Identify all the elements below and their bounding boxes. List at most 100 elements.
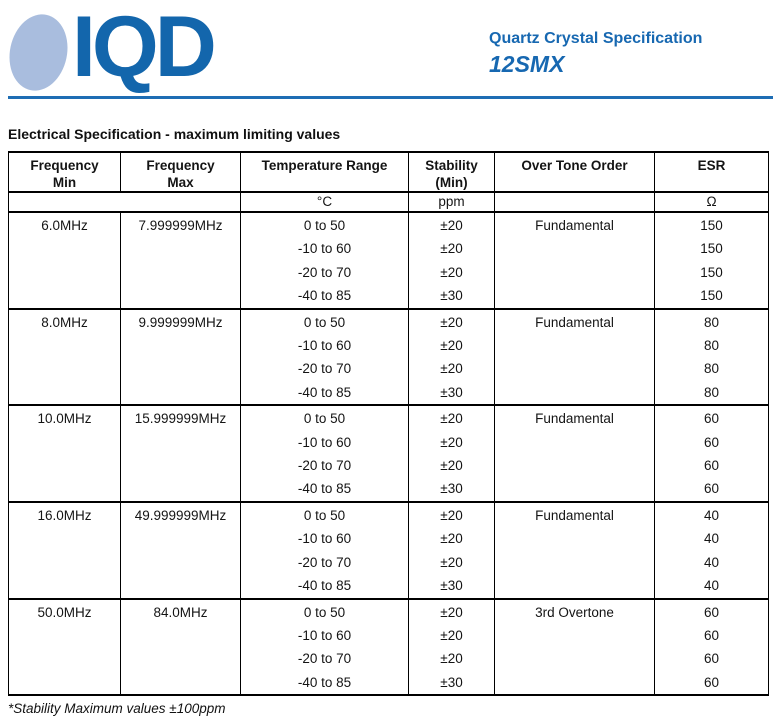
cell-value: -20 to 70: [297, 651, 352, 667]
freq-max-cell: 9.999999MHz: [120, 307, 241, 407]
cell-value: ±20: [440, 554, 463, 570]
cell-value: ±30: [440, 481, 463, 497]
col-header-stability: Stability (Min): [408, 151, 495, 193]
esr-cell: 40 40 40 40: [654, 500, 769, 600]
units-temperature-cell: °C: [240, 191, 409, 213]
units-esr-cell: Ω: [654, 191, 769, 213]
stability-cell: ±20 ±20 ±20 ±30: [408, 404, 495, 503]
table-units-row: °C ppm Ω: [8, 191, 769, 213]
cell-value: 15.999999MHz: [134, 411, 227, 427]
freq-max-cell: 7.999999MHz: [120, 211, 241, 310]
cell-value: ±20: [440, 651, 463, 667]
stability-cell: ±20 ±20 ±20 ±30: [408, 211, 495, 310]
cell-value: ±20: [440, 434, 463, 450]
cell-value: 0 to 50: [303, 604, 346, 620]
cell-value: 60: [703, 411, 720, 427]
cell-value: ±20: [440, 264, 463, 280]
cell-value: -40 to 85: [297, 288, 352, 304]
temperature-range-cell: 0 to 50 -10 to 60 -20 to 70 -40 to 85: [240, 500, 409, 600]
col-header-frequency-max: Frequency Max: [120, 151, 241, 193]
cell-value: 0 to 50: [303, 411, 346, 427]
cell-value: ±20: [440, 507, 463, 523]
cell-value: 6.0MHz: [41, 218, 88, 233]
cell-value: 60: [703, 458, 720, 474]
spec-table-body: 6.0MHz 7.999999MHz 0 to 50 -10 to 60 -20 to …: [8, 211, 769, 697]
cell-value: 49.999999MHz: [134, 507, 227, 523]
cell-value: 60: [703, 481, 720, 497]
cell-value: 40: [703, 507, 720, 523]
cell-value: ±20: [440, 314, 463, 330]
overtone-cell: 3rd Overtone: [494, 597, 655, 697]
cell-value: ±30: [440, 384, 463, 400]
cell-value: 40: [703, 531, 720, 547]
cell-value: ±20: [440, 627, 463, 643]
freq-min-cell: 8.0MHz: [8, 307, 121, 407]
cell-value: -40 to 85: [297, 481, 352, 497]
cell-value: 0 to 50: [303, 314, 346, 330]
cell-value: -10 to 60: [297, 531, 352, 547]
cell-value: -40 to 85: [297, 384, 352, 400]
esr-cell: 80 80 80 80: [654, 307, 769, 407]
cell-value: ±20: [440, 604, 463, 620]
cell-value: ±20: [440, 338, 463, 354]
product-model-title: 12SMX: [489, 51, 565, 77]
col-header-line: (Min): [435, 175, 468, 190]
header-divider-rule: [8, 96, 773, 99]
cell-value: 84.0MHz: [153, 604, 208, 620]
overtone-cell: Fundamental: [494, 211, 655, 310]
temperature-range-cell: 0 to 50 -10 to 60 -20 to 70 -40 to 85: [240, 404, 409, 503]
col-header-line: Over Tone Order: [521, 158, 628, 173]
freq-max-cell: 84.0MHz: [120, 597, 241, 697]
cell-value: 80: [703, 361, 720, 377]
col-header-line: ESR: [697, 158, 726, 173]
cell-value: ±20: [440, 411, 463, 427]
esr-cell: 60 60 60 60: [654, 404, 769, 503]
temperature-range-cell: 0 to 50 -10 to 60 -20 to 70 -40 to 85: [240, 597, 409, 697]
cell-value: -40 to 85: [297, 674, 352, 690]
col-header-temperature-range: Temperature Range: [240, 151, 409, 193]
logo-ellipse-icon: [2, 8, 75, 97]
esr-cell: 60 60 60 60: [654, 597, 769, 697]
freq-max-cell: 15.999999MHz: [120, 404, 241, 503]
cell-value: -40 to 85: [297, 578, 352, 594]
cell-value: -10 to 60: [297, 627, 352, 643]
cell-value: 60: [703, 604, 720, 620]
cell-value: 40: [703, 554, 720, 570]
freq-max-cell: 49.999999MHz: [120, 500, 241, 600]
units-stability-cell: ppm: [408, 191, 495, 213]
document-type-title: Quartz Crystal Specification: [489, 30, 703, 47]
cell-value: 80: [703, 338, 720, 354]
cell-value: Fundamental: [535, 218, 614, 233]
freq-min-cell: 10.0MHz: [8, 404, 121, 503]
cell-value: ±20: [440, 218, 463, 233]
cell-value: Fundamental: [535, 314, 614, 330]
cell-value: 60: [703, 434, 720, 450]
col-header-line: Stability: [425, 158, 478, 173]
datasheet-page: IQD Quartz Crystal Specification 12SMX E…: [2, 4, 773, 716]
col-header-line: Max: [167, 175, 194, 190]
col-header-line: Frequency: [30, 158, 99, 173]
overtone-cell: Fundamental: [494, 404, 655, 503]
cell-value: 50.0MHz: [37, 604, 92, 620]
col-header-over-tone-order: Over Tone Order: [494, 151, 655, 193]
table-header-row: Frequency Min Frequency Max Temperature …: [8, 151, 769, 193]
col-header-line: Temperature Range: [261, 158, 388, 173]
cell-value: ±20: [440, 361, 463, 377]
cell-value: 7.999999MHz: [138, 218, 223, 233]
temperature-range-cell: 0 to 50 -10 to 60 -20 to 70 -40 to 85: [240, 211, 409, 310]
electrical-spec-table: Frequency Min Frequency Max Temperature …: [8, 151, 769, 697]
spec-section-row: 16.0MHz 49.999999MHz 0 to 50 -10 to 60 -20 t…: [8, 500, 769, 600]
cell-value: Fundamental: [535, 507, 614, 523]
col-header-esr: ESR: [654, 151, 769, 193]
cell-value: -20 to 70: [297, 458, 352, 474]
spec-section-row: 10.0MHz 15.999999MHz 0 to 50 -10 to 60 -20 t…: [8, 404, 769, 503]
cell-value: ±30: [440, 578, 463, 594]
cell-value: 60: [703, 674, 720, 690]
col-header-line: Frequency: [146, 158, 215, 173]
stability-footnote: *Stability Maximum values ±100ppm: [8, 701, 226, 716]
cell-value: Fundamental: [535, 411, 614, 427]
cell-value: ±20: [440, 458, 463, 474]
cell-value: -10 to 60: [297, 338, 352, 354]
overtone-cell: Fundamental: [494, 500, 655, 600]
overtone-cell: Fundamental: [494, 307, 655, 407]
